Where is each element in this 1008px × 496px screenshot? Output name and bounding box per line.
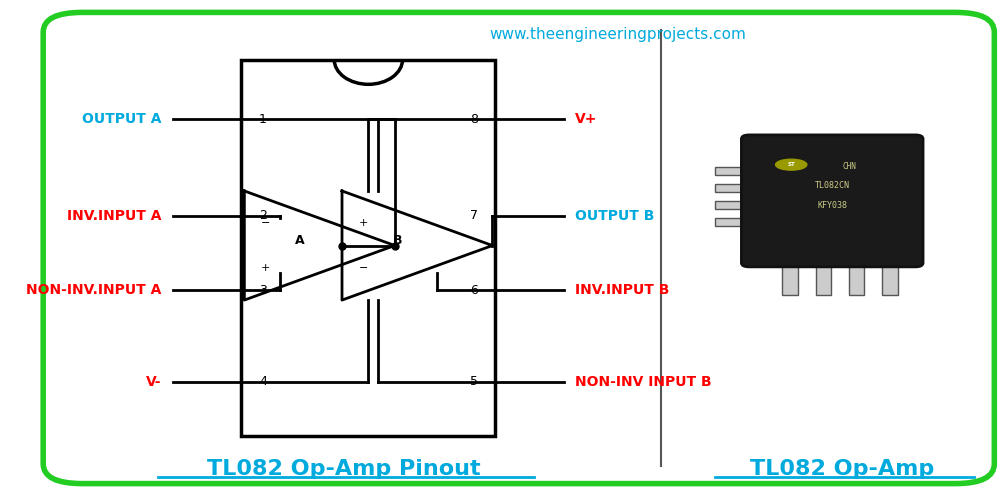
Text: 8: 8: [470, 113, 478, 125]
Text: INV.INPUT B: INV.INPUT B: [576, 283, 669, 297]
Text: www.theengineeringprojects.com: www.theengineeringprojects.com: [489, 27, 746, 42]
Text: 1: 1: [259, 113, 267, 125]
Bar: [849, 258, 865, 295]
Bar: [882, 258, 898, 295]
Bar: [815, 258, 832, 295]
Ellipse shape: [775, 159, 806, 170]
Text: −: −: [359, 263, 368, 273]
Bar: [715, 167, 754, 175]
Text: TL082 Op-Amp Pinout: TL082 Op-Amp Pinout: [208, 459, 481, 479]
Text: CHN: CHN: [843, 162, 857, 171]
Text: +: +: [261, 263, 270, 273]
Text: 6: 6: [470, 284, 478, 297]
Text: 2: 2: [259, 209, 267, 222]
Text: V-: V-: [146, 375, 161, 389]
Bar: [242, 60, 495, 436]
Bar: [715, 201, 754, 209]
Text: NON-INV INPUT B: NON-INV INPUT B: [576, 375, 712, 389]
Text: −: −: [261, 218, 270, 228]
Text: 5: 5: [470, 375, 478, 388]
Text: B: B: [393, 234, 402, 247]
Text: ST: ST: [787, 162, 795, 167]
Text: NON-INV.INPUT A: NON-INV.INPUT A: [26, 283, 161, 297]
FancyBboxPatch shape: [742, 135, 923, 267]
Text: TL082 Op-Amp: TL082 Op-Amp: [750, 459, 934, 479]
Text: 3: 3: [259, 284, 267, 297]
Bar: [782, 258, 798, 295]
Text: TL082CN: TL082CN: [814, 182, 850, 190]
Text: KFY038: KFY038: [817, 201, 848, 210]
Text: INV.INPUT A: INV.INPUT A: [67, 209, 161, 223]
Text: V+: V+: [576, 112, 598, 126]
Text: 7: 7: [470, 209, 478, 222]
Text: OUTPUT A: OUTPUT A: [82, 112, 161, 126]
Text: +: +: [359, 218, 368, 228]
Text: A: A: [295, 234, 304, 247]
Text: OUTPUT B: OUTPUT B: [576, 209, 655, 223]
Bar: [715, 184, 754, 192]
Text: 4: 4: [259, 375, 267, 388]
Bar: [715, 218, 754, 226]
FancyBboxPatch shape: [43, 12, 994, 484]
